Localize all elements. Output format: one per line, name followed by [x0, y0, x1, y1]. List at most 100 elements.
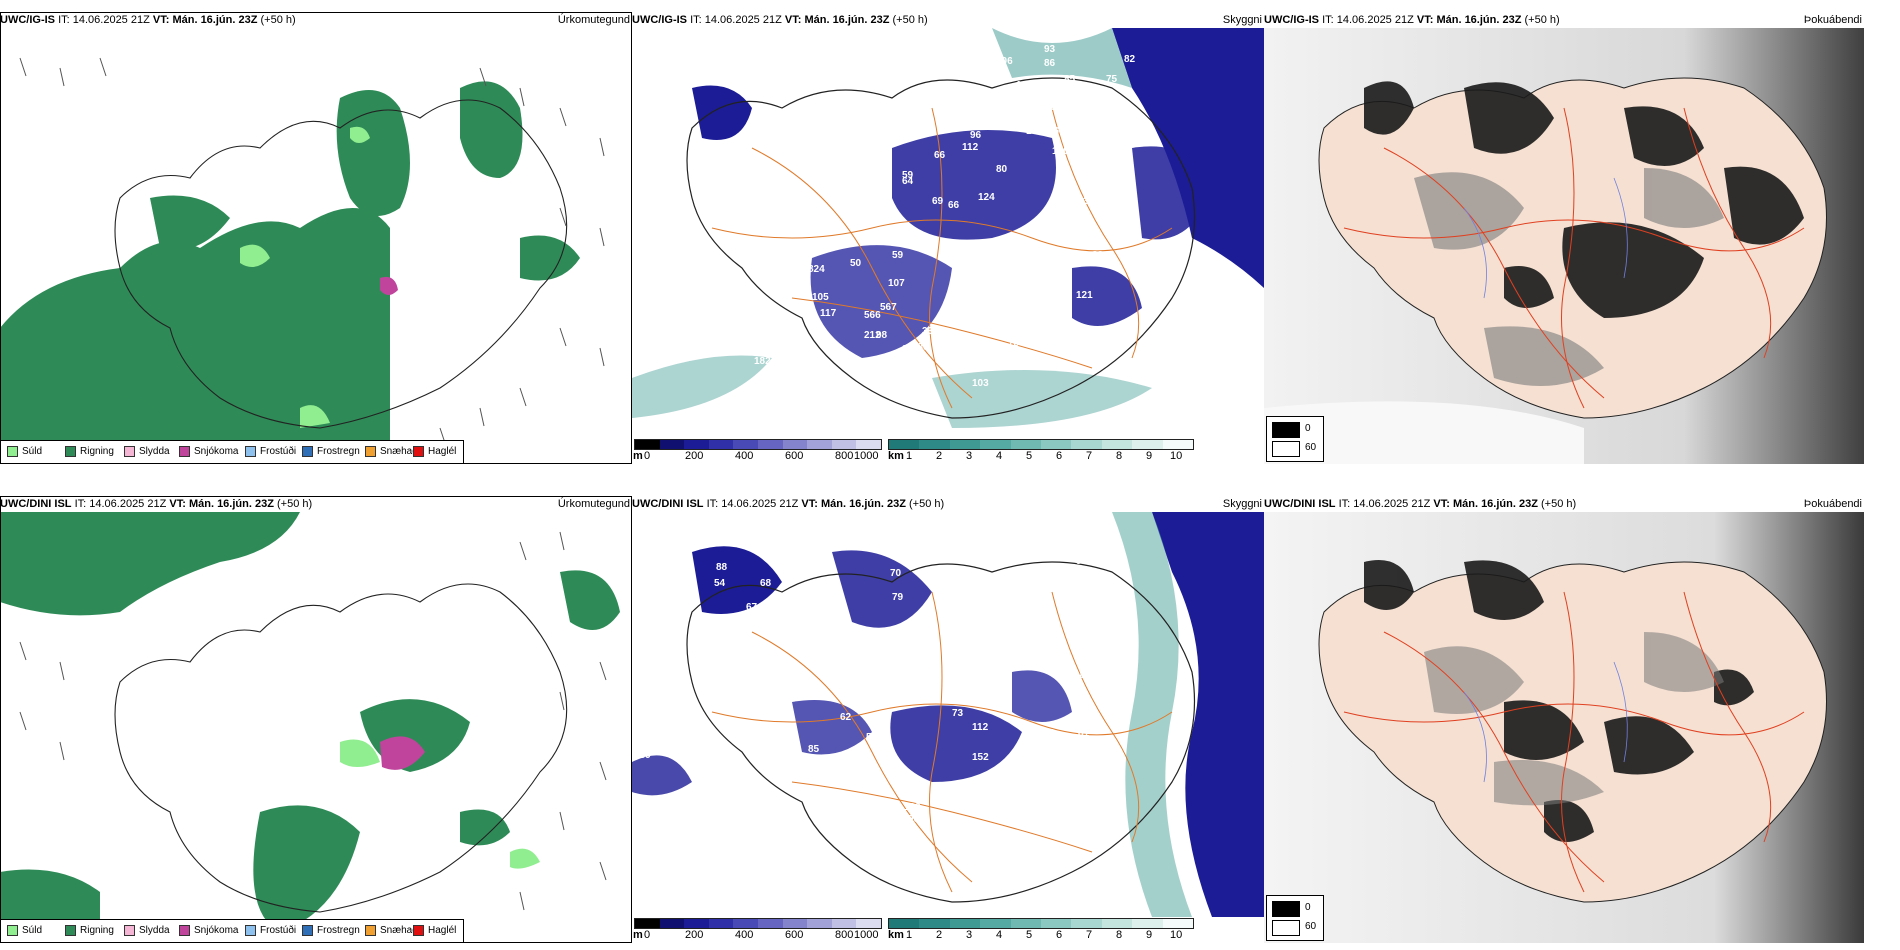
- colorbar-segment: [659, 919, 685, 928]
- vis-tick: 1: [906, 929, 913, 941]
- visibility-value-label: 116: [1014, 626, 1031, 637]
- visibility-value-label: 763: [1048, 126, 1065, 137]
- visibility-value-label: 85: [1064, 74, 1076, 85]
- vt-value: Mán. 16.jún. 23Z: [1452, 498, 1538, 510]
- map-canvas: [0, 28, 632, 464]
- panel-type-label: Úrkomutegund: [557, 14, 630, 26]
- visibility-value-label: 136: [1030, 544, 1047, 555]
- visibility-value-label: 98: [1146, 130, 1158, 141]
- legend-swatch: [124, 925, 135, 936]
- lead-time: (+50 h): [1524, 14, 1560, 26]
- ceiling-tick: 0: [644, 450, 651, 462]
- legend-item: Slydda: [124, 925, 170, 937]
- vis-tick: 7: [1086, 929, 1093, 941]
- ceiling-tick: 1000: [854, 450, 879, 462]
- visibility-value-label: 112: [962, 142, 979, 153]
- visibility-value-label: 66: [948, 200, 960, 211]
- model-name: UWC/DINI ISL: [1264, 498, 1336, 510]
- visibility-value-label: 98: [876, 330, 888, 341]
- colorbar-segment: [782, 440, 808, 449]
- visibility-colorbar: [888, 918, 1194, 929]
- visibility-value-label: 88: [716, 562, 728, 573]
- visibility-value-label: 86: [708, 614, 720, 625]
- legend-label: Slydda: [139, 446, 170, 458]
- colorbar-segment: [856, 919, 881, 928]
- ceiling-tick: 800: [835, 929, 854, 941]
- legend-label: Snæhagl: [380, 925, 421, 937]
- vt-label: VT:: [1433, 498, 1450, 510]
- it-value: 14.06.2025 21Z: [72, 14, 150, 26]
- it-label: IT:: [1322, 14, 1334, 26]
- colorbar-segment: [980, 440, 1011, 449]
- visibility-value-label: 67: [746, 602, 758, 613]
- panel-type-label: Skyggni: [1222, 14, 1262, 26]
- visibility-unit: km: [888, 929, 904, 941]
- legend-swatch: [302, 446, 313, 457]
- visibility-value-label: 161: [1016, 80, 1033, 91]
- visibility-value-label: 85: [808, 744, 820, 755]
- visibility-value-label: 187: [1056, 522, 1073, 533]
- visibility-value-label: 81: [1078, 728, 1090, 739]
- vis-tick: 6: [1056, 450, 1063, 462]
- colorbar-segment: [831, 919, 857, 928]
- legend-swatch: [365, 446, 376, 457]
- visibility-value-label: 103: [972, 378, 989, 389]
- visibility-value-label: 150: [950, 608, 967, 619]
- ceiling-tick: 0: [644, 929, 651, 941]
- legend-swatch: [65, 925, 76, 936]
- legend-item: Snjókoma: [179, 446, 238, 458]
- visibility-value-label: 76: [768, 314, 780, 325]
- ceiling-unit: m: [633, 929, 643, 941]
- visibility-value-label: 152: [972, 752, 989, 763]
- fog-legend-swatch-black: [1272, 901, 1300, 917]
- legend-item: Snæhagl: [365, 925, 420, 937]
- colorbar-segment: [831, 440, 857, 449]
- map-canvas: 187 136 90 91 89 98 60 61 81 68 81 132 139 88 54 68 67 79…: [632, 512, 1264, 917]
- visibility-value-label: 117: [1118, 178, 1135, 189]
- colorbar-segment: [1071, 919, 1102, 928]
- visibility-value-label: 132: [1078, 784, 1095, 795]
- panel-header: UWC/DINI ISL IT: 14.06.2025 21Z VT: Mán.…: [0, 496, 632, 512]
- visibility-value-label: 94: [1122, 220, 1134, 231]
- colorbar-segment: [1040, 919, 1072, 928]
- colorbar-segment: [708, 919, 734, 928]
- vt-value: Mán. 16.jún. 23Z: [820, 498, 906, 510]
- vt-label: VT:: [801, 498, 818, 510]
- colorbar-segment: [856, 440, 881, 449]
- lead-time: (+50 h): [260, 14, 296, 26]
- ceiling-tick: 1000: [854, 929, 879, 941]
- legend-swatch: [245, 446, 256, 457]
- visibility-value-label: 133: [1072, 196, 1089, 207]
- visibility-value-label: 698: [778, 334, 795, 345]
- vis-tick: 10: [1170, 450, 1183, 462]
- visibility-value-label: 87: [1022, 320, 1034, 331]
- visibility-value-label: 91: [1076, 586, 1088, 597]
- visibility-map-svg: [632, 512, 1264, 917]
- fog-map-svg: [1264, 28, 1864, 464]
- visibility-value-label: 96: [970, 130, 982, 141]
- visibility-value-label: 82: [1124, 54, 1136, 65]
- ceiling-colorbar: [634, 918, 882, 929]
- visibility-value-label: 138: [912, 342, 929, 353]
- visibility-value-label: 90: [908, 814, 920, 825]
- fog-legend-value: 60: [1305, 442, 1317, 453]
- visibility-value-label: 59: [892, 250, 904, 261]
- visibility-value-label: 90: [1076, 556, 1088, 567]
- it-label: IT:: [706, 498, 719, 510]
- panel-header: UWC/DINI ISL IT: 14.06.2025 21Z VT: Mán.…: [1264, 496, 1864, 512]
- ceiling-colorbar: [634, 439, 882, 450]
- panel-header: UWC/IG-IS IT: 14.06.2025 21Z VT: Mán. 16…: [1264, 12, 1864, 28]
- colorbar-segment: [782, 919, 808, 928]
- legend-swatch: [124, 446, 135, 457]
- visibility-value-label: 824: [808, 264, 825, 275]
- colorbar-segment: [889, 919, 920, 928]
- legend-label: Frostregn: [317, 925, 360, 937]
- visibility-value-label: 89: [1072, 602, 1084, 613]
- vis-tick: 10: [1170, 929, 1183, 941]
- legend-item: Rigning: [65, 925, 114, 937]
- visibility-value-label: 51: [886, 752, 898, 763]
- visibility-value-label: 86: [1044, 58, 1056, 69]
- vis-tick: 8: [1116, 929, 1123, 941]
- vt-value: Mán. 16.jún. 23Z: [172, 14, 258, 26]
